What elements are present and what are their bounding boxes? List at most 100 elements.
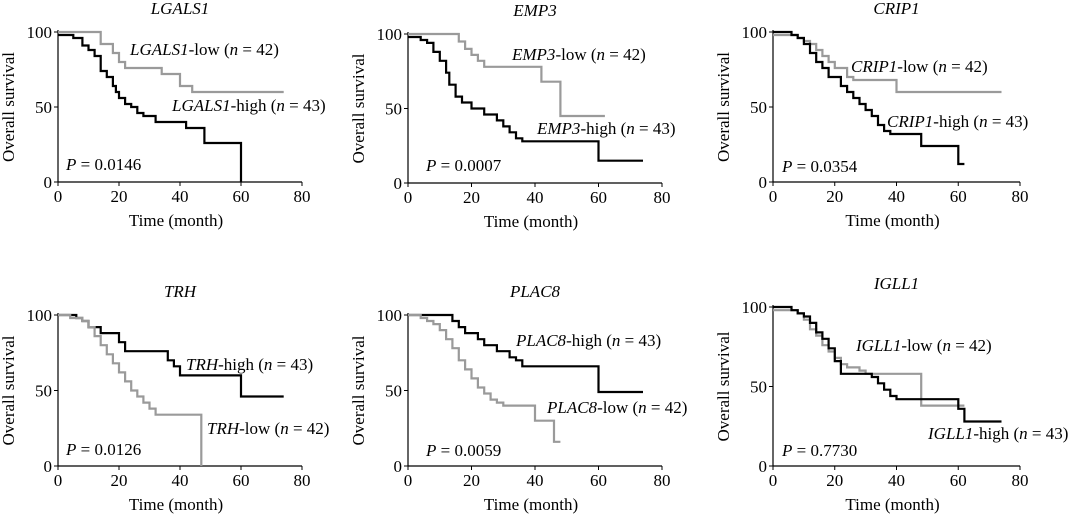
chart-title: CRIP1 <box>873 0 919 18</box>
x-tick-label: 0 <box>404 471 413 490</box>
x-tick-label: 20 <box>463 188 480 207</box>
x-tick-label: 60 <box>950 187 967 206</box>
x-tick-label: 0 <box>769 471 778 490</box>
x-tick-label: 20 <box>826 187 843 206</box>
x-tick-label: 60 <box>233 471 250 490</box>
p-value: P = 0.0146 <box>65 155 141 174</box>
x-tick-label: 0 <box>404 188 413 207</box>
series-label: LGALS1-low (n = 42) <box>129 40 279 59</box>
x-tick-label: 80 <box>294 471 311 490</box>
y-tick-label: 50 <box>750 378 767 397</box>
x-tick-label: 60 <box>590 471 607 490</box>
y-tick-label: 50 <box>385 382 402 401</box>
y-tick-label: 50 <box>35 382 52 401</box>
y-tick-label: 100 <box>27 23 53 42</box>
series-label: TRH-high (n = 43) <box>186 355 313 374</box>
y-tick-label: 0 <box>759 173 768 192</box>
y-tick-label: 100 <box>377 306 403 325</box>
series-label: EMP3-high (n = 43) <box>536 119 675 138</box>
p-value: P = 0.0354 <box>781 157 858 176</box>
survival-curve-trh-low <box>58 313 203 466</box>
y-tick-label: 0 <box>44 173 53 192</box>
x-axis-label: Time (month) <box>129 495 223 514</box>
y-tick-label: 0 <box>44 457 53 476</box>
x-tick-label: 80 <box>1012 471 1029 490</box>
survival-curve-igll1-low <box>773 309 965 407</box>
km-panel-plac8: PLAC8 0 20 40 60 80 0 50 100 Time (month) Overall … <box>349 282 687 514</box>
x-tick-label: 20 <box>111 471 128 490</box>
y-axis-label: Overall survival <box>0 335 18 445</box>
p-value: P = 0.0126 <box>65 440 141 459</box>
y-axis-label: Overall survival <box>349 53 368 163</box>
x-tick-label: 0 <box>54 187 63 206</box>
series-label: CRIP1-high (n = 43) <box>887 112 1028 131</box>
survival-curve-emp3-high <box>408 35 643 162</box>
x-tick-label: 20 <box>111 187 128 206</box>
x-axis-label: Time (month) <box>484 212 578 231</box>
p-value: P = 0.0059 <box>425 441 501 460</box>
x-tick-label: 60 <box>950 471 967 490</box>
y-tick-label: 100 <box>27 306 53 325</box>
km-panel-lgals1: LGALS1 0 20 40 60 80 0 50 100 Time (month) Overall… <box>0 0 326 230</box>
x-tick-label: 20 <box>826 471 843 490</box>
y-tick-label: 100 <box>742 298 768 317</box>
survival-curve-lgals1-high <box>58 33 243 182</box>
y-tick-label: 0 <box>759 457 768 476</box>
y-tick-label: 100 <box>377 25 403 44</box>
survival-curve-crip1-high <box>773 30 965 166</box>
km-panel-trh: TRH 0 20 40 60 80 0 50 100 Time (month) Overall su… <box>0 282 329 514</box>
chart-title: EMP3 <box>512 1 556 20</box>
series-label: TRH-low (n = 42) <box>207 419 329 438</box>
survival-curve-emp3-low <box>408 32 605 118</box>
survival-curve-plac8-low <box>408 313 561 443</box>
y-tick-label: 50 <box>385 100 402 119</box>
x-tick-label: 60 <box>590 188 607 207</box>
x-tick-label: 40 <box>172 471 189 490</box>
series-label: IGLL1-high (n = 43) <box>927 424 1068 443</box>
y-axis-label: Overall survival <box>714 331 733 441</box>
survival-curve-plac8-high <box>408 313 643 394</box>
survival-curve-lgals1-low <box>58 30 284 94</box>
x-tick-label: 40 <box>527 471 544 490</box>
x-tick-label: 80 <box>654 471 671 490</box>
p-value: P = 0.7730 <box>781 441 857 460</box>
x-tick-label: 40 <box>527 188 544 207</box>
x-tick-label: 80 <box>294 187 311 206</box>
series-label: PLAC8-low (n = 42) <box>546 398 687 417</box>
y-axis-label: Overall survival <box>0 52 18 162</box>
y-axis-label: Overall survival <box>714 52 733 162</box>
km-panel-emp3: EMP3 0 20 40 60 80 0 50 100 Time (month) Overall s… <box>349 1 675 231</box>
km-panel-crip1: CRIP1 0 20 40 60 80 0 50 100 Time (month) Overall … <box>714 0 1029 230</box>
series-label: IGLL1-low (n = 42) <box>855 336 992 355</box>
series-label: EMP3-low (n = 42) <box>511 45 646 64</box>
x-axis-label: Time (month) <box>845 495 939 514</box>
chart-title: LGALS1 <box>150 0 210 18</box>
y-axis-label: Overall survival <box>349 335 368 445</box>
y-tick-label: 0 <box>394 457 403 476</box>
x-tick-label: 40 <box>888 187 905 206</box>
x-tick-label: 40 <box>172 187 189 206</box>
x-axis-label: Time (month) <box>484 495 578 514</box>
series-label: LGALS1-high (n = 43) <box>171 96 326 115</box>
x-tick-label: 0 <box>769 187 778 206</box>
chart-title: PLAC8 <box>509 282 561 301</box>
y-tick-label: 100 <box>742 23 768 42</box>
y-tick-label: 50 <box>750 98 767 117</box>
x-axis-label: Time (month) <box>129 211 223 230</box>
x-tick-label: 80 <box>1012 187 1029 206</box>
x-tick-label: 80 <box>654 188 671 207</box>
x-tick-label: 20 <box>463 471 480 490</box>
x-tick-label: 0 <box>54 471 63 490</box>
survival-curve-igll1-high <box>773 305 1002 423</box>
series-label: PLAC8-high (n = 43) <box>515 331 661 350</box>
chart-title: TRH <box>164 282 198 301</box>
x-axis-label: Time (month) <box>845 211 939 230</box>
y-tick-label: 0 <box>394 174 403 193</box>
series-label: CRIP1-low (n = 42) <box>851 57 988 76</box>
p-value: P = 0.0007 <box>425 156 502 175</box>
x-tick-label: 40 <box>888 471 905 490</box>
chart-title: IGLL1 <box>873 274 919 293</box>
km-panel-igll1: IGLL1 0 20 40 60 80 0 50 100 Time (month) Overall … <box>714 274 1068 514</box>
y-tick-label: 50 <box>35 98 52 117</box>
